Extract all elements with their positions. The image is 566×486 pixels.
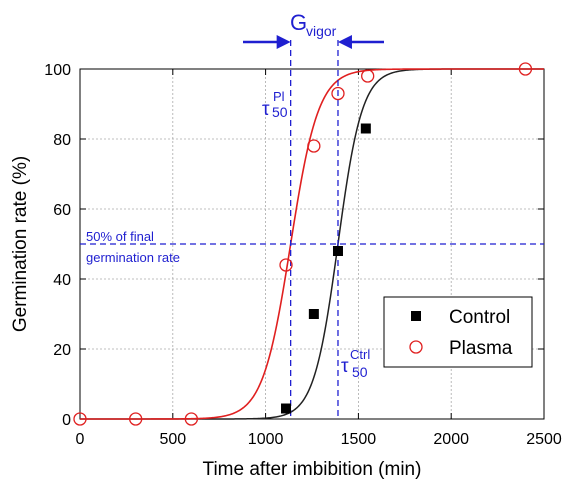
x-tick-label: 500: [159, 431, 186, 448]
legend: Control Plasma: [383, 296, 533, 368]
plasma-point: [279, 258, 293, 272]
legend-control-label: Control: [449, 307, 510, 328]
legend-plasma-label: Plasma: [449, 338, 513, 359]
plasma-point: [331, 86, 345, 101]
plasma-point: [307, 139, 321, 153]
y-axis-title: Germination rate (%): [10, 156, 31, 332]
tau-ctrl-superscript: Ctrl: [350, 347, 370, 362]
x-axis-title: Time after imbibition (min): [203, 459, 422, 480]
control-points: [281, 123, 371, 414]
tau-pl-superscript: Pl: [273, 89, 285, 104]
tau-pl-label: τ 50 Pl: [262, 89, 288, 120]
y-tick-label: 0: [62, 412, 71, 429]
vigor-arrows: [243, 35, 384, 49]
control-point: [332, 246, 343, 256]
x-axis: 0 500 1000 1500 2000 2500: [76, 69, 562, 448]
vigor-label: G vigor: [290, 10, 337, 39]
y-tick-label: 20: [53, 342, 71, 359]
half-rate-label-line2: germination rate: [86, 250, 180, 265]
grid: [80, 69, 544, 419]
control-point: [281, 403, 292, 414]
plasma-point: [518, 62, 533, 76]
tau-ctrl-symbol: τ: [341, 356, 349, 377]
vigor-subscript: vigor: [306, 23, 337, 39]
vigor-arrow-left-head: [276, 35, 291, 49]
plasma-points: [73, 62, 533, 426]
plasma-point: [129, 412, 143, 426]
tau-pl-symbol: τ: [262, 99, 270, 120]
x-tick-label: 1000: [248, 431, 284, 448]
control-point: [308, 309, 319, 319]
x-tick-label: 1500: [341, 431, 377, 448]
y-tick-label: 60: [53, 202, 71, 219]
plasma-point: [184, 412, 199, 426]
tau-pl-subscript: 50: [272, 104, 288, 120]
half-rate-label-line1: 50% of final: [86, 229, 154, 244]
plasma-point: [361, 69, 375, 83]
y-tick-label: 80: [53, 132, 71, 149]
legend-control-marker: [411, 311, 421, 321]
x-tick-label: 2000: [433, 431, 469, 448]
plasma-point: [73, 412, 87, 426]
half-rate-label: 50% of final germination rate: [86, 229, 180, 265]
legend-box: [383, 296, 533, 368]
legend-plasma-marker: [409, 340, 423, 354]
y-tick-label: 40: [53, 272, 71, 289]
vigor-arrow-right-head: [337, 35, 352, 49]
tau-ctrl-label: τ 50 Ctrl: [341, 347, 370, 380]
y-tick-label: 100: [44, 62, 71, 79]
control-point: [360, 123, 371, 134]
vigor-symbol: G: [290, 10, 307, 35]
plasma-fit-curve: [80, 68, 544, 420]
x-tick-label: 0: [76, 431, 85, 448]
tau-ctrl-subscript: 50: [352, 364, 368, 380]
y-axis: 0 20 40 60 80 100: [44, 62, 544, 429]
x-tick-label: 2500: [526, 431, 562, 448]
